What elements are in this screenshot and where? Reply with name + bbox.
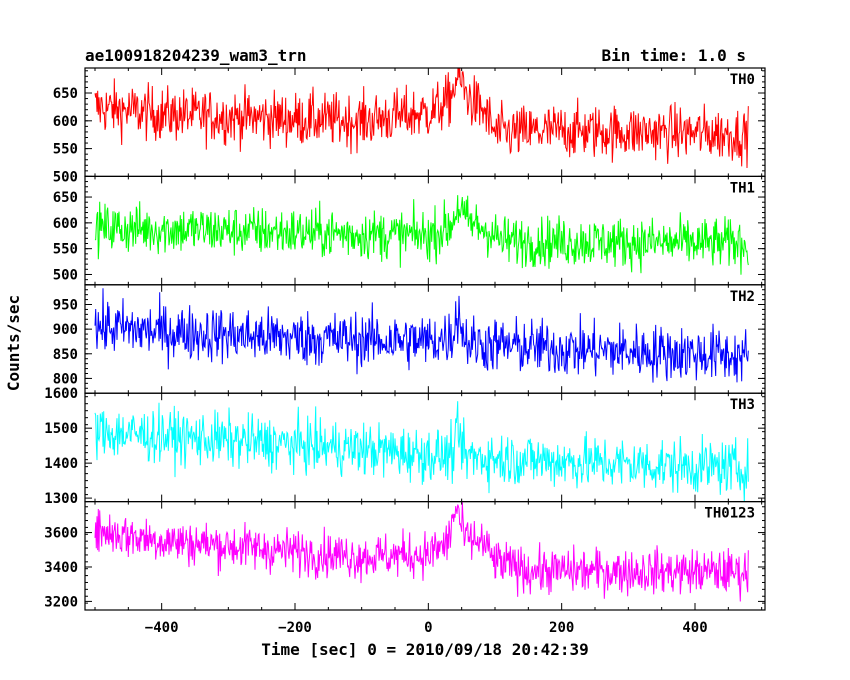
panels-group: TH0 500 550 600 650 TH1 500 550 600 650 TH2 800 850 9… [44,67,766,636]
x-axis-label: Time [sec] 0 = 2010/09/18 20:42:39 [261,640,589,659]
x-tick-label: 0 [424,620,432,636]
x-tick-label: −200 [278,620,312,636]
y-tick-label: 1300 [44,491,78,507]
y-tick-label: 1400 [44,456,78,472]
y-tick-label: 550 [53,242,78,258]
y-tick-label: 600 [53,114,78,130]
panel-frame-th0123 [84,501,766,611]
y-tick-label: 650 [53,190,78,206]
bin-time-label: Bin time: 1.0 s [602,46,747,65]
panel-label-th1: TH1 [730,180,755,196]
y-tick-label: 950 [53,298,78,314]
y-tick-label: 3400 [44,560,78,576]
x-tick-label: 200 [549,620,574,636]
y-tick-label: 900 [53,322,78,338]
y-tick-label: 1600 [44,386,78,402]
series-line-th3 [94,401,749,502]
panel-frame-th3 [84,392,766,503]
panel-label-th0123: TH0123 [704,506,755,522]
x-tick-label: 400 [682,620,707,636]
y-tick-label: 850 [53,347,78,363]
y-tick-label: 3200 [44,594,78,610]
y-tick-label: 550 [53,142,78,158]
panel-label-th0: TH0 [730,72,755,88]
panel-label-th2: TH2 [730,289,755,305]
y-tick-label: 3600 [44,526,78,542]
series-line-th2 [94,288,749,383]
series-line-th1 [94,195,749,275]
panel-label-th3: TH3 [730,397,755,413]
y-tick-label: 600 [53,216,78,232]
y-axis-label: Counts/sec [4,295,23,391]
x-tick-label: −400 [145,620,179,636]
chart-title: ae100918204239_wam3_trn [85,46,307,65]
y-tick-label: 650 [53,86,78,102]
y-tick-label: 500 [53,169,78,185]
y-tick-label: 800 [53,371,78,387]
series-line-th0123 [94,501,749,602]
series-line-th0 [94,68,749,169]
y-tick-label: 1500 [44,421,78,437]
y-tick-label: 500 [53,267,78,283]
